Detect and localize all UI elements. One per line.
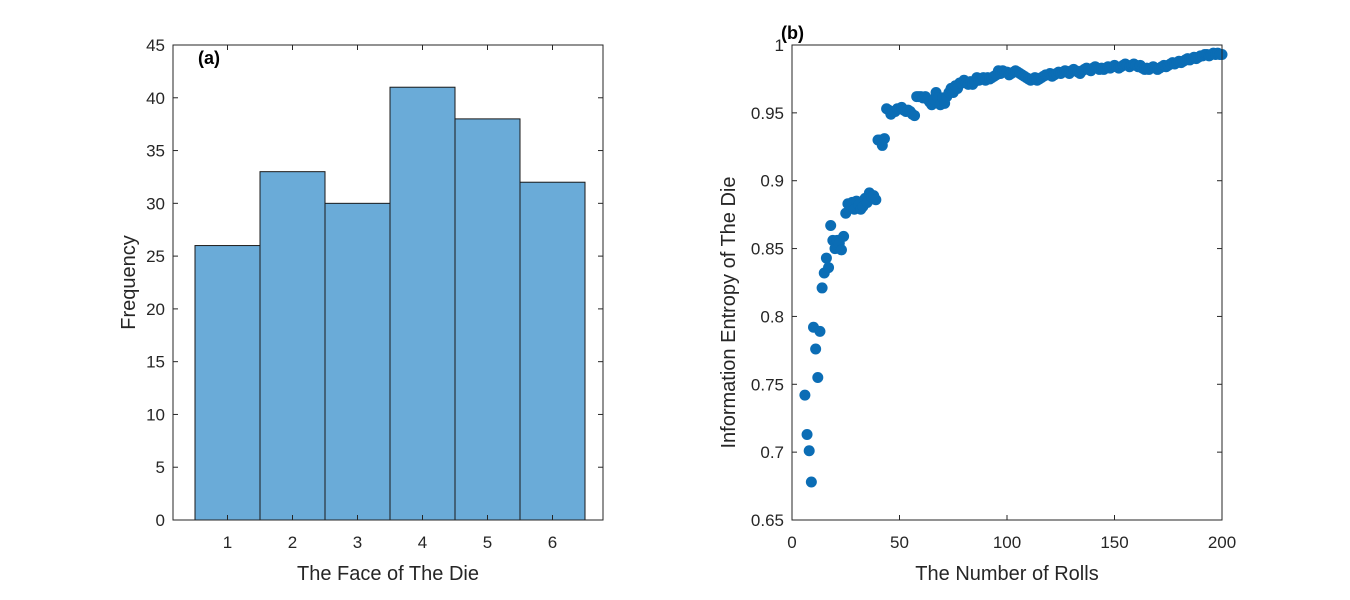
y-tick-label: 0.7	[760, 443, 784, 462]
histogram-bar	[389, 86, 456, 521]
histogram-bar	[324, 202, 391, 521]
y-tick-label: 5	[156, 458, 165, 477]
y-tick-label: 0	[156, 511, 165, 530]
x-tick-label: 1	[223, 533, 232, 552]
scatter-point	[820, 252, 832, 264]
y-tick-label: 25	[146, 247, 165, 266]
histogram-bar	[194, 245, 261, 521]
scatter-point	[825, 220, 837, 231]
x-tick-label: 100	[993, 533, 1021, 552]
y-tick-label: 20	[146, 300, 165, 319]
scatter-point	[814, 325, 826, 337]
panel-label-b: (b)	[781, 23, 804, 43]
scatter-point	[805, 476, 817, 488]
x-axis-label: The Number of Rolls	[915, 563, 1098, 585]
plot-area	[792, 45, 1222, 520]
x-tick-label: 4	[418, 533, 427, 552]
scatter-point	[801, 429, 813, 440]
y-tick-label: 1	[775, 36, 784, 55]
y-tick-label: 40	[146, 89, 165, 108]
y-axis-label: Frequency	[118, 235, 140, 330]
y-tick-label: 0.95	[751, 104, 784, 123]
y-axis-label: Information Entropy of The Die	[718, 177, 740, 449]
y-tick-label: 45	[146, 36, 165, 55]
scatter-point	[909, 110, 921, 122]
scatter-point	[835, 244, 847, 256]
y-tick-label: 0.9	[760, 172, 784, 191]
x-tick-label: 200	[1208, 533, 1236, 552]
x-tick-label: 150	[1100, 533, 1128, 552]
axes-box	[172, 44, 604, 521]
y-tick-label: 0.65	[751, 511, 784, 530]
histogram-bar	[519, 181, 586, 521]
scatter-point	[816, 282, 828, 294]
entropy-scatter-panel: 0.65 0.7 0.75 0.8 0.85 0.9 0.95 1 0 50 100 150 200 Th…	[718, 23, 1236, 585]
histogram-bar	[454, 118, 521, 521]
scatter-point	[799, 389, 811, 401]
scatter-point	[803, 445, 815, 457]
scatter-point	[823, 262, 835, 274]
x-tick-label: 50	[890, 533, 909, 552]
scatter-point	[870, 194, 882, 206]
scatter-point	[878, 133, 890, 145]
y-tick-label: 0.75	[751, 375, 784, 394]
scatter-point	[812, 372, 824, 383]
y-tick-label: 35	[146, 142, 165, 161]
y-tick-label: 0.85	[751, 240, 784, 259]
x-tick-label: 6	[548, 533, 557, 552]
y-tick-label: 15	[146, 353, 165, 372]
histogram-bar	[259, 171, 326, 521]
y-tick-label: 10	[146, 405, 165, 424]
x-tick-label: 2	[288, 533, 297, 552]
scatter-point	[838, 230, 850, 242]
scatter-point	[840, 207, 852, 219]
x-axis-label: The Face of The Die	[297, 563, 479, 585]
x-tick-label: 5	[483, 533, 492, 552]
panel-label-a: (a)	[198, 48, 220, 68]
scatter-point	[810, 343, 822, 355]
x-tick-label: 0	[787, 533, 796, 552]
y-tick-label: 30	[146, 194, 165, 213]
y-tick-label: 0.8	[760, 307, 784, 326]
x-tick-label: 3	[353, 533, 362, 552]
